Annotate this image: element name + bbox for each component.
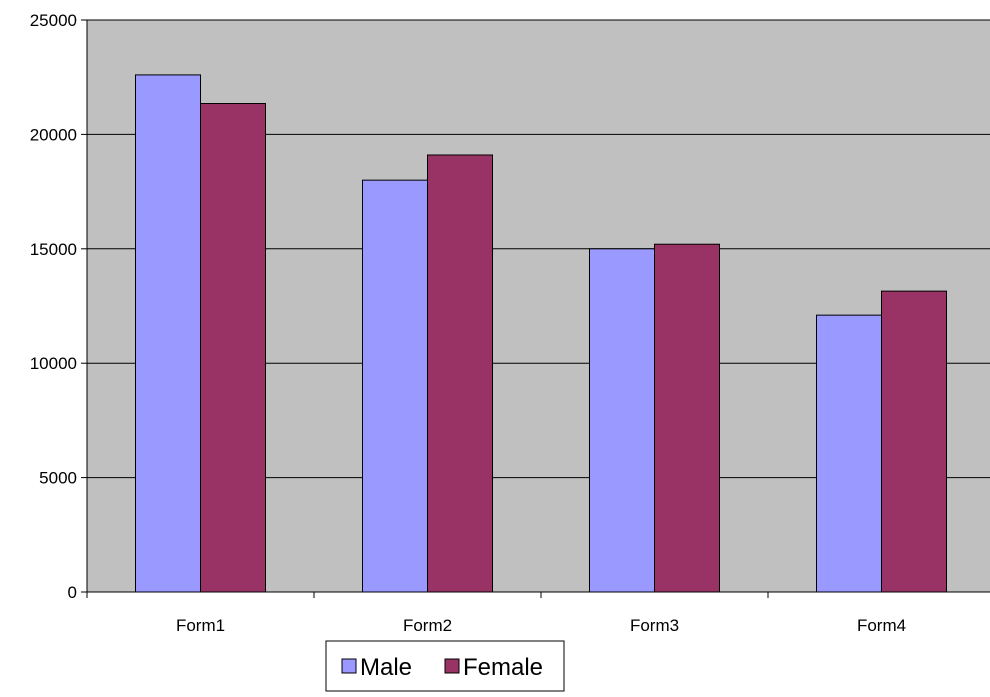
y-tick-label: 20000 xyxy=(30,125,77,144)
y-tick-label: 15000 xyxy=(30,240,77,259)
legend-swatch-male xyxy=(341,658,357,674)
x-category-label: Form1 xyxy=(176,616,225,635)
y-tick-label: 0 xyxy=(68,583,77,602)
x-category-label: Form2 xyxy=(403,616,452,635)
bar-female-form1 xyxy=(200,103,266,593)
y-axis-ticks: 0 5000 10000 15000 20000 25000 xyxy=(30,11,87,602)
bars xyxy=(135,74,947,593)
x-axis-ticks: Form1 Form2 Form3 Form4 xyxy=(86,592,906,635)
y-tick-label: 5000 xyxy=(39,469,77,488)
x-category-label: Form3 xyxy=(630,616,679,635)
bar-female-form3 xyxy=(654,243,720,593)
bar-male-form3 xyxy=(589,248,655,593)
bar-female-form4 xyxy=(881,290,947,593)
bar-female-form2 xyxy=(427,154,493,593)
y-tick-label: 10000 xyxy=(30,354,77,373)
legend-label-male: Male xyxy=(360,654,412,681)
bar-male-form2 xyxy=(362,179,428,593)
legend-label-female: Female xyxy=(463,654,543,681)
bar-male-form4 xyxy=(816,314,882,593)
x-category-label: Form4 xyxy=(857,616,906,635)
y-tick-label: 25000 xyxy=(30,11,77,30)
legend-swatch-female xyxy=(444,658,460,674)
bar-male-form1 xyxy=(135,74,201,593)
legend: Male Female xyxy=(325,640,565,692)
